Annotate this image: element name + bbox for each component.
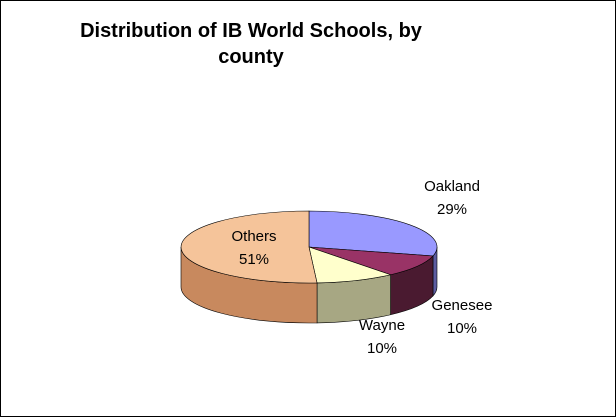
chart-title-line-2: county	[218, 46, 284, 68]
data-label-genesee-name: Genesee	[432, 297, 493, 314]
data-label-others-name: Others	[231, 228, 276, 245]
pie-labels: Oakland 29% Genesee 10% Wayne 10% Others 51%	[231, 178, 492, 357]
chart-title: Distribution of IB World Schools, by cou…	[41, 18, 461, 70]
data-label-wayne-name: Wayne	[359, 317, 405, 334]
data-label-wayne-percent: 10%	[367, 340, 397, 357]
pie-sides	[180, 246, 438, 324]
chart-title-line-1: Distribution of IB World Schools, by	[80, 20, 422, 42]
data-label-genesee-percent: 10%	[447, 320, 477, 337]
data-label-oakland-percent: 29%	[437, 201, 467, 218]
pie-slice-others	[180, 210, 318, 284]
pie-tops	[180, 210, 438, 284]
data-label-oakland-name: Oakland	[424, 178, 480, 195]
data-label-others-percent: 51%	[239, 251, 269, 268]
pie-slice-oakland	[308, 210, 438, 257]
pie-slice-genesee	[308, 246, 434, 276]
pie-slice-wayne	[308, 246, 392, 284]
